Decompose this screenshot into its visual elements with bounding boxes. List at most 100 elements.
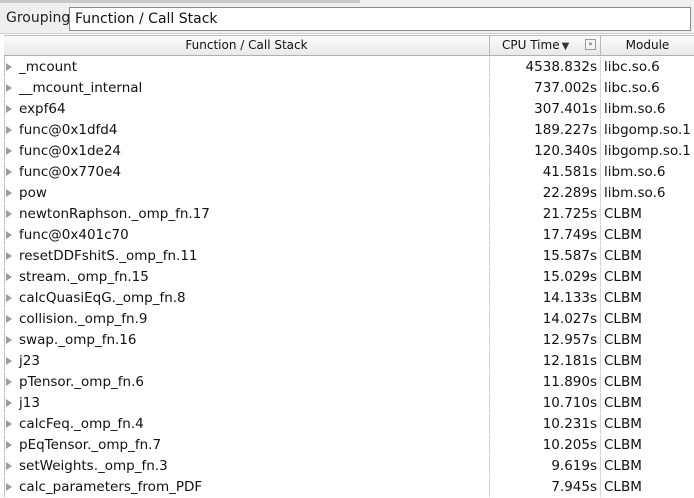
function-name: pow	[19, 185, 47, 201]
table-row[interactable]: resetDDFshitS._omp_fn.11 15.587s CLBM	[4, 246, 694, 267]
function-name: j13	[19, 395, 40, 411]
function-cell: newtonRaphson._omp_fn.17	[4, 204, 490, 224]
table-row[interactable]: calcQuasiEqG._omp_fn.8 14.133s CLBM	[4, 288, 694, 309]
expand-arrow-icon[interactable]	[6, 63, 12, 71]
expand-arrow-icon[interactable]	[6, 168, 12, 176]
table-row[interactable]: j23 12.181s CLBM	[4, 351, 694, 372]
expand-arrow-icon[interactable]	[6, 462, 12, 470]
expand-arrow-icon[interactable]	[6, 126, 12, 134]
cpu-time-cell: 4538.832s	[490, 57, 601, 77]
table-header: Function / Call Stack CPU Time ▼ » Module	[4, 35, 694, 56]
function-cell: _mcount	[4, 57, 490, 77]
function-name: func@0x1de24	[19, 143, 122, 159]
module-cell: CLBM	[604, 269, 642, 285]
function-name: pTensor._omp_fn.6	[19, 374, 144, 390]
expand-arrow-icon[interactable]	[6, 210, 12, 218]
module-cell: libc.so.6	[604, 80, 660, 96]
module-cell: CLBM	[604, 479, 642, 495]
expand-arrow-icon[interactable]	[6, 273, 12, 281]
function-cell: func@0x401c70	[4, 225, 490, 245]
expand-arrow-icon[interactable]	[6, 315, 12, 323]
top-tab-strip	[0, 0, 694, 4]
table-row[interactable]: pTensor._omp_fn.6 11.890s CLBM	[4, 372, 694, 393]
cpu-time-cell: 12.957s	[490, 330, 601, 350]
cpu-time-cell: 307.401s	[490, 99, 601, 119]
module-cell: libgomp.so.1	[604, 143, 691, 159]
function-cell: stream._omp_fn.15	[4, 267, 490, 287]
tab-indicator	[0, 0, 360, 3]
table-row[interactable]: _mcount 4538.832s libc.so.6	[4, 57, 694, 78]
expand-arrow-icon[interactable]	[6, 147, 12, 155]
table-row[interactable]: setWeights._omp_fn.3 9.619s CLBM	[4, 456, 694, 477]
header-cpu-time[interactable]: CPU Time ▼ »	[490, 36, 601, 55]
cpu-time-cell: 10.231s	[490, 414, 601, 434]
function-cell: pow	[4, 183, 490, 203]
expand-arrow-icon[interactable]	[6, 231, 12, 239]
module-cell: CLBM	[604, 395, 642, 411]
function-name: newtonRaphson._omp_fn.17	[19, 206, 210, 222]
expand-arrow-icon[interactable]	[6, 252, 12, 260]
function-name: setWeights._omp_fn.3	[19, 458, 168, 474]
table-row[interactable]: newtonRaphson._omp_fn.17 21.725s CLBM	[4, 204, 694, 225]
expand-arrow-icon[interactable]	[6, 378, 12, 386]
function-cell: j23	[4, 351, 490, 371]
table-row[interactable]: func@0x401c70 17.749s CLBM	[4, 225, 694, 246]
expand-arrow-icon[interactable]	[6, 483, 12, 491]
expand-arrow-icon[interactable]	[6, 420, 12, 428]
expand-arrow-icon[interactable]	[6, 357, 12, 365]
header-function-call-stack[interactable]: Function / Call Stack	[4, 36, 490, 55]
module-cell: CLBM	[604, 311, 642, 327]
function-name: collision._omp_fn.9	[19, 311, 148, 327]
table-row[interactable]: stream._omp_fn.15 15.029s CLBM	[4, 267, 694, 288]
expand-arrow-icon[interactable]	[6, 294, 12, 302]
cpu-time-cell: 10.205s	[490, 435, 601, 455]
cpu-time-cell: 11.890s	[490, 372, 601, 392]
function-cell: collision._omp_fn.9	[4, 309, 490, 329]
expand-arrow-icon[interactable]	[6, 105, 12, 113]
table-row[interactable]: pow 22.289s libm.so.6	[4, 183, 694, 204]
header-cpu-time-label: CPU Time	[502, 38, 560, 52]
grouping-bar: Grouping: Function / Call Stack	[0, 4, 694, 34]
function-name: func@0x401c70	[19, 227, 129, 243]
table-row[interactable]: swap._omp_fn.16 12.957s CLBM	[4, 330, 694, 351]
module-cell: CLBM	[604, 332, 642, 348]
module-cell: CLBM	[604, 437, 642, 453]
expand-arrow-icon[interactable]	[6, 84, 12, 92]
function-name: swap._omp_fn.16	[19, 332, 137, 348]
table-row[interactable]: collision._omp_fn.9 14.027s CLBM	[4, 309, 694, 330]
expand-arrow-icon[interactable]	[6, 189, 12, 197]
cpu-time-cell: 14.027s	[490, 309, 601, 329]
function-name: func@0x1dfd4	[19, 122, 118, 138]
cpu-time-cell: 14.133s	[490, 288, 601, 308]
function-name: calc_parameters_from_PDF	[19, 479, 203, 495]
table-row[interactable]: func@0x1de24 120.340s libgomp.so.1	[4, 141, 694, 162]
table-row[interactable]: calcFeq._omp_fn.4 10.231s CLBM	[4, 414, 694, 435]
function-name: __mcount_internal	[19, 80, 143, 96]
function-cell: __mcount_internal	[4, 78, 490, 98]
cpu-time-cell: 21.725s	[490, 204, 601, 224]
table-row[interactable]: __mcount_internal 737.002s libc.so.6	[4, 78, 694, 99]
function-cell: func@0x1de24	[4, 141, 490, 161]
module-cell: libm.so.6	[604, 185, 666, 201]
module-cell: libgomp.so.1	[604, 122, 691, 138]
table-row[interactable]: calc_parameters_from_PDF 7.945s CLBM	[4, 477, 694, 498]
expand-arrow-icon[interactable]	[6, 336, 12, 344]
grouping-select[interactable]: Function / Call Stack	[69, 7, 691, 31]
table-row[interactable]: func@0x770e4 41.581s libm.so.6	[4, 162, 694, 183]
table-row[interactable]: j13 10.710s CLBM	[4, 393, 694, 414]
module-cell: CLBM	[604, 353, 642, 369]
expand-arrow-icon[interactable]	[6, 441, 12, 449]
function-cell: j13	[4, 393, 490, 413]
function-name: expf64	[19, 101, 66, 117]
function-cell: calcFeq._omp_fn.4	[4, 414, 490, 434]
expand-arrow-icon[interactable]	[6, 399, 12, 407]
expand-columns-icon[interactable]: »	[585, 39, 596, 50]
header-module[interactable]: Module	[625, 38, 670, 52]
grouping-label: Grouping:	[6, 10, 75, 26]
table-body: _mcount 4538.832s libc.so.6 __mcount_intern…	[4, 57, 694, 498]
cpu-time-cell: 189.227s	[490, 120, 601, 140]
module-cell: CLBM	[604, 248, 642, 264]
table-row[interactable]: expf64 307.401s libm.so.6	[4, 99, 694, 120]
table-row[interactable]: pEqTensor._omp_fn.7 10.205s CLBM	[4, 435, 694, 456]
table-row[interactable]: func@0x1dfd4 189.227s libgomp.so.1	[4, 120, 694, 141]
